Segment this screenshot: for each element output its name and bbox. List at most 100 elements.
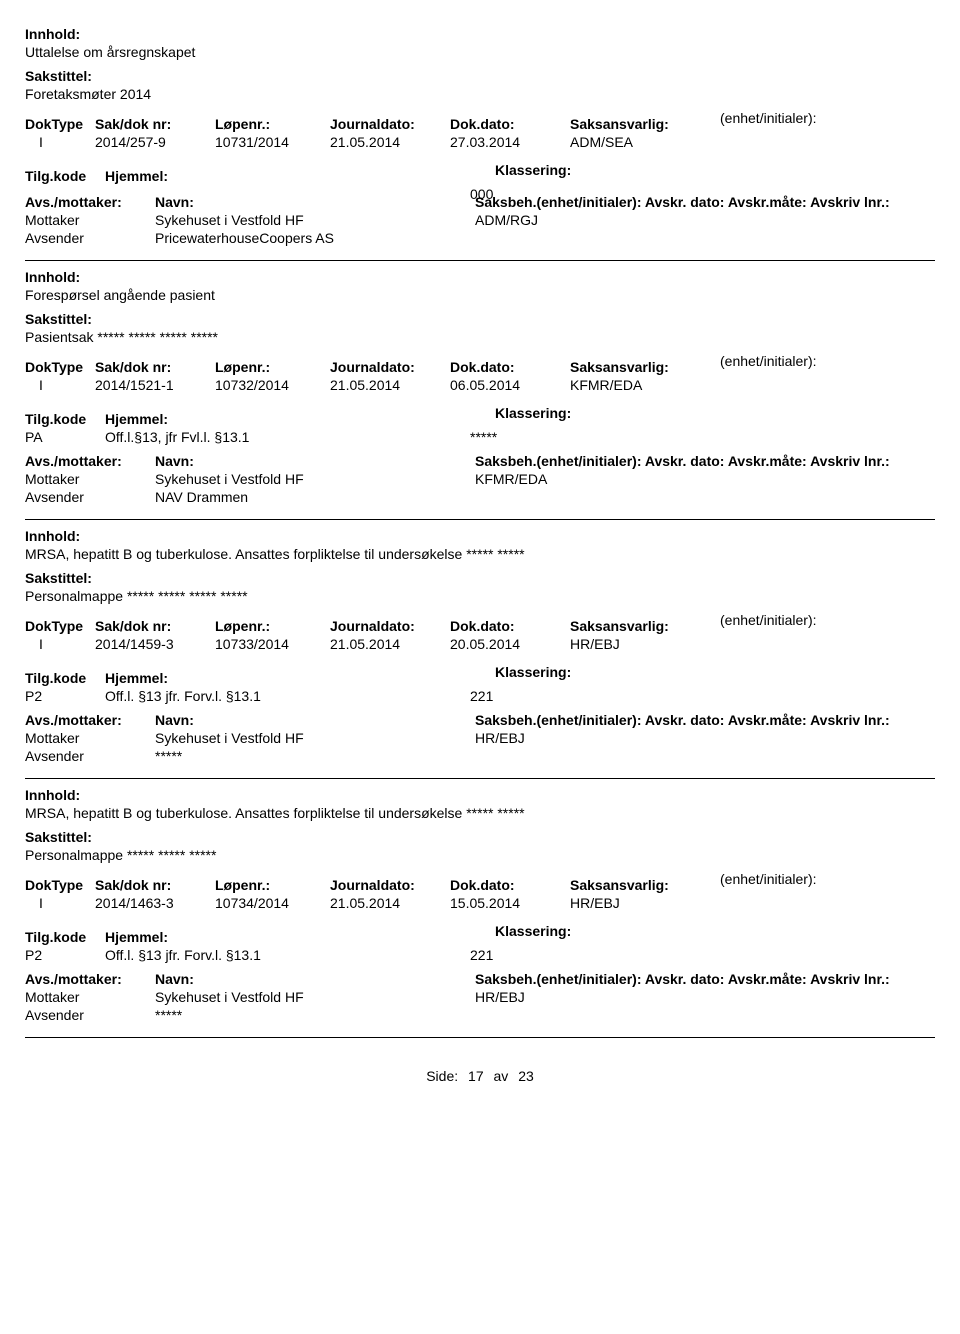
enhet-label: (enhet/initialer): — [720, 612, 890, 636]
mottaker-label: Mottaker — [25, 212, 155, 228]
klassering-value: 221 — [470, 688, 493, 704]
avsmottaker-header: Avs./mottaker: Navn: Saksbeh.(enhet/init… — [25, 971, 935, 987]
sakstittel-value: Pasientsak ***** ***** ***** ***** — [25, 329, 935, 345]
sakdok-label: Sak/dok nr: — [95, 116, 215, 132]
page-footer: Side: 17 av 23 — [25, 1068, 935, 1084]
tilgkode-label: Tilg.kode — [25, 670, 105, 686]
sakdok-label: Sak/dok nr: — [95, 618, 215, 634]
avsmottaker-label: Avs./mottaker: — [25, 712, 155, 728]
mottaker-row: Mottaker Sykehuset i Vestfold HF KFMR/ED… — [25, 471, 935, 487]
klassering-label: Klassering: — [495, 162, 571, 178]
avsender-name: NAV Drammen — [155, 489, 475, 505]
tilgkode-value: P2 — [25, 947, 105, 963]
avsender-label: Avsender — [25, 230, 155, 246]
tilgkode-value: P2 — [25, 688, 105, 704]
hjemmel-value: Off.l. §13 jfr. Forv.l. §13.1 — [105, 688, 935, 704]
lopenr-label: Løpenr.: — [215, 618, 330, 634]
avsmottaker-label: Avs./mottaker: — [25, 971, 155, 987]
innhold-value: Forespørsel angående pasient — [25, 287, 935, 303]
meta-data-row: I 2014/1521-1 10732/2014 21.05.2014 06.0… — [25, 377, 935, 393]
sakdok-value: 2014/1459-3 — [95, 636, 215, 652]
mottaker-row: Mottaker Sykehuset i Vestfold HF HR/EBJ — [25, 989, 935, 1005]
records-container: Innhold: Uttalelse om årsregnskapet Saks… — [25, 26, 935, 1038]
avsender-name: PricewaterhouseCoopers AS — [155, 230, 475, 246]
meta-header-row: DokType Sak/dok nr: Løpenr.: Journaldato… — [25, 612, 935, 636]
mottaker-name: Sykehuset i Vestfold HF — [155, 730, 475, 746]
hjemmel-header-row: Tilg.kode Hjemmel: Klassering: — [25, 162, 935, 186]
lopenr-label: Løpenr.: — [215, 116, 330, 132]
saksansvarlig-value: HR/EBJ — [570, 636, 720, 652]
enhet-value — [720, 636, 890, 652]
sakstittel-value: Personalmappe ***** ***** ***** ***** — [25, 588, 935, 604]
navn-label: Navn: — [155, 971, 215, 987]
meta-data-row: I 2014/257-9 10731/2014 21.05.2014 27.03… — [25, 134, 935, 150]
journaldato-label: Journaldato: — [330, 877, 450, 893]
innhold-label: Innhold: — [25, 26, 935, 42]
doktype-label: DokType — [25, 618, 95, 634]
avsender-row: Avsender ***** — [25, 748, 935, 764]
sakstittel-value: Foretaksmøter 2014 — [25, 86, 935, 102]
saksansvarlig-label: Saksansvarlig: — [570, 618, 720, 634]
journal-record: Innhold: MRSA, hepatitt B og tuberkulose… — [25, 787, 935, 1038]
navn-label: Navn: — [155, 194, 215, 210]
side-label: Side: — [426, 1068, 458, 1084]
innhold-value: MRSA, hepatitt B og tuberkulose. Ansatte… — [25, 805, 935, 821]
klassering-value: 221 — [470, 947, 493, 963]
dokdato-label: Dok.dato: — [450, 116, 570, 132]
avsmottaker-header: Avs./mottaker: Navn: Saksbeh.(enhet/init… — [25, 712, 935, 728]
tilgkode-label: Tilg.kode — [25, 929, 105, 945]
navn-label: Navn: — [155, 712, 215, 728]
avsender-beh — [475, 230, 935, 246]
journal-record: Innhold: Forespørsel angående pasient Sa… — [25, 269, 935, 520]
journaldato-value: 21.05.2014 — [330, 895, 450, 911]
journal-record: Innhold: Uttalelse om årsregnskapet Saks… — [25, 26, 935, 261]
mottaker-beh: ADM/RGJ — [475, 212, 935, 228]
mottaker-label: Mottaker — [25, 730, 155, 746]
mottaker-name: Sykehuset i Vestfold HF — [155, 471, 475, 487]
navn-label: Navn: — [155, 453, 215, 469]
avsender-label: Avsender — [25, 748, 155, 764]
mottaker-row: Mottaker Sykehuset i Vestfold HF ADM/RGJ — [25, 212, 935, 228]
sakdok-value: 2014/257-9 — [95, 134, 215, 150]
page-total: 23 — [518, 1068, 534, 1084]
avsender-beh — [475, 489, 935, 505]
innhold-label: Innhold: — [25, 528, 935, 544]
hjemmel-header-row: Tilg.kode Hjemmel: Klassering: — [25, 664, 935, 688]
avsender-label: Avsender — [25, 1007, 155, 1023]
lopenr-value: 10734/2014 — [215, 895, 330, 911]
enhet-label: (enhet/initialer): — [720, 353, 890, 377]
avsender-name: ***** — [155, 748, 475, 764]
mottaker-name: Sykehuset i Vestfold HF — [155, 989, 475, 1005]
dokdato-value: 20.05.2014 — [450, 636, 570, 652]
tilgkode-label: Tilg.kode — [25, 411, 105, 427]
innhold-value: MRSA, hepatitt B og tuberkulose. Ansatte… — [25, 546, 935, 562]
dokdato-value: 15.05.2014 — [450, 895, 570, 911]
meta-header-row: DokType Sak/dok nr: Løpenr.: Journaldato… — [25, 353, 935, 377]
sakstittel-label: Sakstittel: — [25, 68, 935, 84]
innhold-value: Uttalelse om årsregnskapet — [25, 44, 935, 60]
tilgkode-value: PA — [25, 429, 105, 445]
mottaker-beh: HR/EBJ — [475, 730, 935, 746]
journaldato-value: 21.05.2014 — [330, 636, 450, 652]
meta-data-row: I 2014/1463-3 10734/2014 21.05.2014 15.0… — [25, 895, 935, 911]
lopenr-value: 10731/2014 — [215, 134, 330, 150]
klassering-value: ***** — [470, 429, 497, 445]
avsender-row: Avsender ***** — [25, 1007, 935, 1023]
hjemmel-header-row: Tilg.kode Hjemmel: Klassering: — [25, 923, 935, 947]
doktype-label: DokType — [25, 116, 95, 132]
lopenr-value: 10732/2014 — [215, 377, 330, 393]
journaldato-label: Journaldato: — [330, 618, 450, 634]
saksbeh-line: Saksbeh.(enhet/initialer): Avskr. dato: … — [475, 453, 935, 469]
saksansvarlig-value: HR/EBJ — [570, 895, 720, 911]
mottaker-label: Mottaker — [25, 989, 155, 1005]
sakstittel-label: Sakstittel: — [25, 311, 935, 327]
av-label: av — [494, 1068, 509, 1084]
sakstittel-label: Sakstittel: — [25, 829, 935, 845]
klassering-label: Klassering: — [495, 405, 571, 421]
dokdato-value: 27.03.2014 — [450, 134, 570, 150]
mottaker-name: Sykehuset i Vestfold HF — [155, 212, 475, 228]
dokdato-label: Dok.dato: — [450, 359, 570, 375]
innhold-label: Innhold: — [25, 269, 935, 285]
meta-header-row: DokType Sak/dok nr: Løpenr.: Journaldato… — [25, 110, 935, 134]
klassering-value: 000 — [470, 186, 493, 202]
